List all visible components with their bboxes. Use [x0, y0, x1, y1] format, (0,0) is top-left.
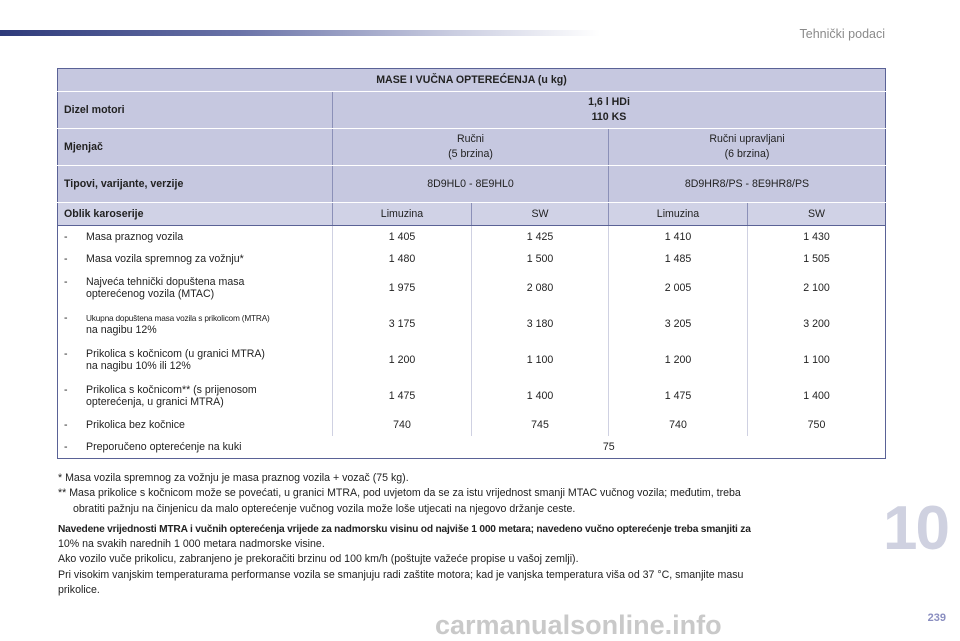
row-label: - Preporučeno opterećenje na kuki — [57, 436, 333, 459]
table-row: - Prikolica bez kočnice 740 745 740 750 — [57, 414, 886, 436]
page-number: 239 — [927, 612, 946, 624]
row-label: - Najveća tehnički dopuštena masa optereće… — [57, 270, 333, 306]
row-label: - Masa vozila spremnog za vožnju* — [57, 248, 333, 270]
altitude-note: Navedene vrijednosti MTRA i vučnih opter… — [58, 523, 751, 535]
table-row: - Prikolica s kočnicom (u granici MTRA) na… — [57, 342, 886, 378]
temperature-note: Pri visokim vanjskim temperaturama perfo… — [58, 568, 744, 581]
table-cell: 1 400 — [747, 378, 886, 414]
table-row: - Ukupna dopuštena masa vozila s prikolic… — [57, 306, 886, 342]
table-cell: 2 080 — [471, 270, 609, 306]
table-cell: 3 200 — [747, 306, 886, 342]
table-row: - Najveća tehnički dopuštena masa optereće… — [57, 270, 886, 306]
row-label: - Prikolica s kočnicom** (s prijenosom opt… — [57, 378, 333, 414]
body-col-3: Limuzina — [608, 202, 748, 226]
body-label: Oblik karoserije — [57, 202, 333, 226]
types-manual: 8D9HL0 - 8E9HL0 — [332, 165, 609, 203]
row-label: - Ukupna dopuštena masa vozila s prikolic… — [57, 306, 333, 342]
table-cell: 1 100 — [747, 342, 886, 378]
body-col-1: Limuzina — [332, 202, 472, 226]
section-title: Tehnički podaci — [799, 27, 885, 41]
table-cell: 745 — [471, 414, 609, 436]
table-cell: 740 — [608, 414, 748, 436]
body-col-2: SW — [471, 202, 609, 226]
table-cell: 1 430 — [747, 225, 886, 248]
table-cell: 1 410 — [608, 225, 748, 248]
engine-value: 1,6 l HDi 110 KS — [332, 91, 886, 129]
temperature-note-cont: prikolice. — [58, 584, 100, 597]
table-row: - Masa praznog vozila 1 405 1 425 1 410 1… — [57, 225, 886, 248]
table-cell: 1 975 — [332, 270, 472, 306]
table-cell: 1 100 — [471, 342, 609, 378]
row-label: - Masa praznog vozila — [57, 225, 333, 248]
table-cell: 750 — [747, 414, 886, 436]
engine-label: Dizel motori — [57, 91, 333, 129]
speed-note: Ako vozilo vuče prikolicu, zabranjeno je… — [58, 553, 579, 566]
footnote-2-cont: obratiti pažnju na činjenicu da malo opt… — [73, 502, 576, 515]
table-row: - Masa vozila spremnog za vožnju* 1 480 1… — [57, 248, 886, 270]
table-cell: 1 505 — [747, 248, 886, 270]
table-cell: 1 475 — [332, 378, 472, 414]
table-cell: 1 475 — [608, 378, 748, 414]
table-cell: 740 — [332, 414, 472, 436]
altitude-note-cont: 10% na svakih narednih 1 000 metara nadm… — [58, 538, 325, 551]
footnote-2: ** Masa prikolice s kočnicom može se pov… — [58, 487, 741, 500]
footnote-1: * Masa vozila spremnog za vožnju je masa… — [58, 472, 409, 484]
table-cell: 75 — [332, 436, 886, 459]
header-accent-bar — [0, 30, 600, 36]
types-robotised: 8D9HR8/PS - 8E9HR8/PS — [608, 165, 886, 203]
row-label: - Prikolica bez kočnice — [57, 414, 333, 436]
table-title: MASE I VUČNA OPTEREĆENJA (u kg) — [57, 68, 886, 92]
table-cell: 1 425 — [471, 225, 609, 248]
table-cell: 3 180 — [471, 306, 609, 342]
body-col-4: SW — [747, 202, 886, 226]
gearbox-robotised: Ručni upravljani (6 brzina) — [608, 128, 886, 166]
gearbox-label: Mjenjač — [57, 128, 333, 166]
table-row: - Preporučeno opterećenje na kuki 75 — [57, 436, 886, 459]
row-label: - Prikolica s kočnicom (u granici MTRA) na… — [57, 342, 333, 378]
table-cell: 1 200 — [608, 342, 748, 378]
chapter-number: 10 — [883, 494, 950, 563]
gearbox-manual: Ručni (5 brzina) — [332, 128, 609, 166]
table-cell: 3 175 — [332, 306, 472, 342]
footnotes: * Masa vozila spremnog za vožnju je masa… — [58, 471, 888, 598]
types-label: Tipovi, varijante, verzije — [57, 165, 333, 203]
table-cell: 2 100 — [747, 270, 886, 306]
table-cell: 1 405 — [332, 225, 472, 248]
watermark: carmanualsonline.info — [435, 610, 722, 640]
table-cell: 1 485 — [608, 248, 748, 270]
table-cell: 1 200 — [332, 342, 472, 378]
table-cell: 1 480 — [332, 248, 472, 270]
mass-table: MASE I VUČNA OPTEREĆENJA (u kg) Dizel mo… — [57, 68, 886, 459]
table-cell: 2 005 — [608, 270, 748, 306]
table-cell: 1 500 — [471, 248, 609, 270]
table-cell: 1 400 — [471, 378, 609, 414]
table-row: - Prikolica s kočnicom** (s prijenosom opt… — [57, 378, 886, 414]
table-cell: 3 205 — [608, 306, 748, 342]
